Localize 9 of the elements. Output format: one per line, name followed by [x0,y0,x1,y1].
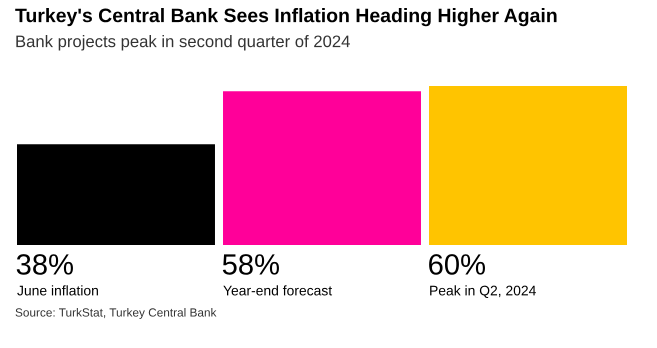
data-label: 58% [222,254,279,275]
chart-subtitle: Bank projects peak in second quarter of 2024 [16,35,350,51]
data-label: 38% [16,254,73,275]
chart-title: Turkey's Central Bank Sees Inflation Heading Higher Again [15,8,557,26]
data-label: 60% [429,254,485,275]
x-tick-label: June inflation [17,285,98,296]
x-tick-label: Year-end forecast [223,285,332,296]
x-tick-label: Peak in Q2, 2024 [430,285,536,298]
source-note: Source: TurkStat, Turkey Central Bank [16,308,216,320]
